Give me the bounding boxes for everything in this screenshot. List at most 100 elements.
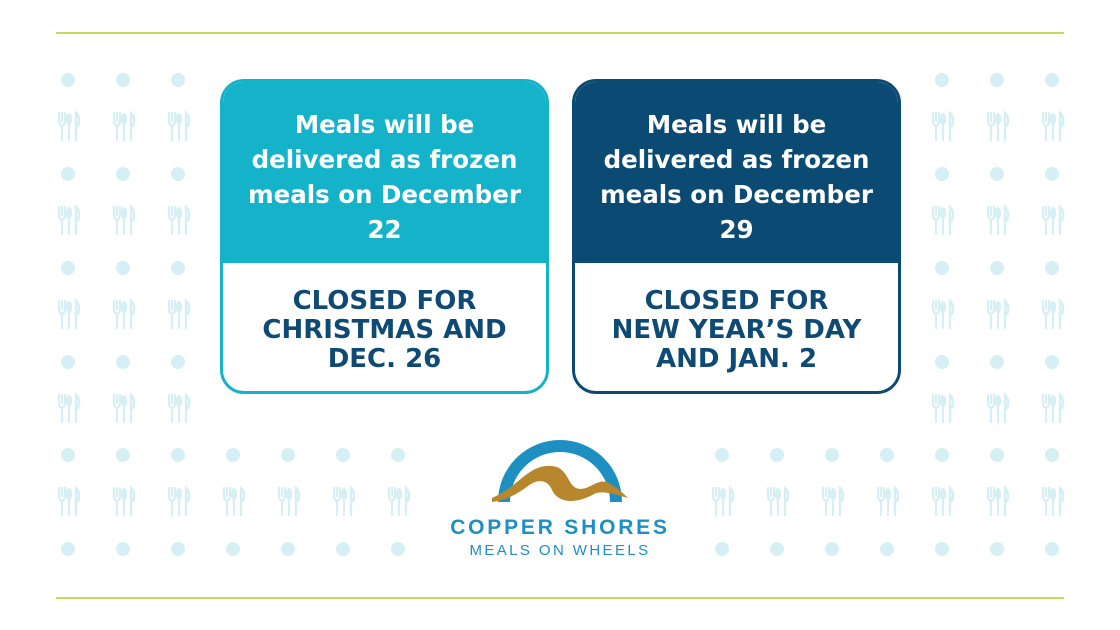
fork-knife-icon — [986, 204, 1010, 236]
fork-knife-icon — [167, 298, 191, 330]
fork-knife-icon — [112, 298, 136, 330]
plate-icon — [715, 448, 729, 462]
plate-icon — [336, 542, 350, 556]
fork-knife-icon — [57, 204, 81, 236]
fork-knife-icon — [1041, 110, 1065, 142]
fork-knife-icon — [57, 485, 81, 517]
plate-icon — [935, 542, 949, 556]
card-heading-line: Meals will be — [294, 109, 475, 139]
plate-icon — [935, 261, 949, 275]
fork-knife-icon — [112, 485, 136, 517]
plate-icon — [715, 542, 729, 556]
plate-icon — [116, 167, 130, 181]
plate-icon — [770, 448, 784, 462]
copper-shores-logo: COPPER SHORES MEALS ON WHEELS — [420, 424, 700, 564]
plate-icon — [171, 261, 185, 275]
top-divider — [56, 32, 1064, 34]
fork-knife-icon — [931, 204, 955, 236]
plate-icon — [391, 448, 405, 462]
fork-knife-icon — [112, 392, 136, 424]
plate-icon — [116, 448, 130, 462]
christmas-closure-card: Meals will be delivered as frozen meals … — [220, 79, 549, 394]
plate-icon — [880, 448, 894, 462]
plate-icon — [935, 73, 949, 87]
fork-knife-icon — [332, 485, 356, 517]
card-heading-line: Meals will be — [646, 109, 827, 139]
brand-name: COPPER SHORES — [450, 516, 670, 539]
fork-knife-icon — [931, 485, 955, 517]
plate-icon — [116, 261, 130, 275]
closure-line: NEW YEAR’S DAY — [611, 314, 862, 345]
plate-icon — [61, 542, 75, 556]
fork-knife-icon — [931, 298, 955, 330]
closure-line: CHRISTMAS AND — [262, 314, 507, 345]
fork-knife-icon — [986, 392, 1010, 424]
fork-knife-icon — [931, 392, 955, 424]
plate-icon — [391, 542, 405, 556]
fork-knife-icon — [986, 298, 1010, 330]
plate-icon — [825, 448, 839, 462]
new-year-delivery-note: Meals will be delivered as frozen meals … — [575, 82, 898, 263]
fork-knife-icon — [931, 110, 955, 142]
plate-icon — [770, 542, 784, 556]
plate-icon — [990, 261, 1004, 275]
fork-knife-icon — [1041, 485, 1065, 517]
plate-icon — [171, 542, 185, 556]
plate-icon — [1045, 261, 1059, 275]
plate-icon — [171, 167, 185, 181]
fork-knife-icon — [1041, 298, 1065, 330]
plate-icon — [880, 542, 894, 556]
fork-knife-icon — [821, 485, 845, 517]
fork-knife-icon — [711, 485, 735, 517]
closure-line: AND JAN. 2 — [655, 343, 818, 374]
plate-icon — [1045, 73, 1059, 87]
fork-knife-icon — [222, 485, 246, 517]
fork-knife-icon — [1041, 204, 1065, 236]
fork-knife-icon — [167, 110, 191, 142]
fork-knife-icon — [112, 110, 136, 142]
plate-icon — [935, 448, 949, 462]
fork-knife-icon — [167, 392, 191, 424]
plate-icon — [990, 448, 1004, 462]
plate-icon — [1045, 448, 1059, 462]
fork-knife-icon — [277, 485, 301, 517]
closure-line: CLOSED FOR — [644, 285, 829, 316]
christmas-delivery-note: Meals will be delivered as frozen meals … — [223, 82, 546, 263]
plate-icon — [281, 448, 295, 462]
fork-knife-icon — [167, 485, 191, 517]
plate-icon — [1045, 542, 1059, 556]
plate-icon — [825, 542, 839, 556]
fork-knife-icon — [986, 485, 1010, 517]
new-year-closure-card: Meals will be delivered as frozen meals … — [572, 79, 901, 394]
sunrise-wave-icon — [492, 440, 628, 503]
plate-icon — [171, 73, 185, 87]
plate-icon — [935, 355, 949, 369]
fork-knife-icon — [1041, 392, 1065, 424]
fork-knife-icon — [986, 110, 1010, 142]
closure-line: CLOSED FOR — [292, 285, 477, 316]
plate-icon — [116, 542, 130, 556]
fork-knife-icon — [112, 204, 136, 236]
card-heading-line: meals on December 29 — [600, 179, 873, 244]
plate-icon — [171, 448, 185, 462]
plate-icon — [61, 448, 75, 462]
plate-icon — [226, 448, 240, 462]
plate-icon — [336, 448, 350, 462]
fork-knife-icon — [57, 110, 81, 142]
plate-icon — [61, 355, 75, 369]
plate-icon — [116, 73, 130, 87]
plate-icon — [61, 167, 75, 181]
plate-icon — [990, 167, 1004, 181]
bottom-divider — [56, 597, 1064, 599]
fork-knife-icon — [766, 485, 790, 517]
plate-icon — [171, 355, 185, 369]
plate-icon — [990, 73, 1004, 87]
plate-icon — [61, 261, 75, 275]
fork-knife-icon — [876, 485, 900, 517]
plate-icon — [990, 542, 1004, 556]
christmas-closure-text: CLOSED FOR CHRISTMAS AND DEC. 26 — [223, 263, 546, 391]
fork-knife-icon — [57, 298, 81, 330]
plate-icon — [61, 73, 75, 87]
card-heading-line: delivered as frozen — [603, 144, 870, 174]
